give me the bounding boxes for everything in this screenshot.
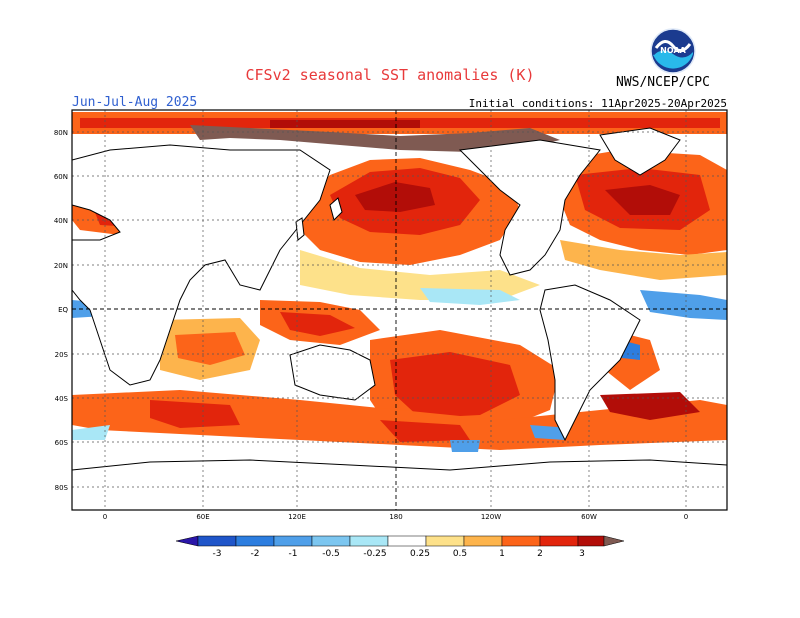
colorbar-label: -1 — [289, 549, 298, 559]
latitude-labels: 80N 60N 40N 20N EQ 20S 40S 60S 80S — [54, 129, 69, 492]
lon-label: 0 — [103, 513, 107, 521]
colorbar-swatch — [273, 535, 313, 547]
lat-label: EQ — [58, 306, 68, 314]
lon-label: 0 — [684, 513, 688, 521]
colorbar-low-arrow — [175, 535, 199, 547]
colorbar-label: 2 — [537, 549, 543, 559]
lat-label: 40N — [54, 217, 68, 225]
continent-outlines — [72, 127, 727, 510]
colorbar-label: -3 — [213, 549, 222, 559]
colorbar-labels: -3 -2 -1 -0.5 -0.25 0.25 0.5 1 2 3 — [213, 549, 585, 559]
colorbar-swatch — [387, 535, 427, 547]
colorbar-swatch — [197, 535, 237, 547]
graticule — [72, 110, 727, 510]
colorbar-swatch — [425, 535, 465, 547]
longitude-labels: 0 60E 120E 180 120W 60W 0 — [103, 513, 688, 521]
lat-label: 20S — [55, 351, 69, 359]
colorbar-swatch — [235, 535, 275, 547]
initial-conditions: Initial conditions: 11Apr2025-20Apr2025 — [468, 97, 727, 110]
forecast-period: Jun-Jul-Aug 2025 — [72, 95, 198, 110]
noaa-logo: NOAA — [650, 28, 696, 74]
colorbar-label: 0.25 — [410, 549, 430, 559]
lon-label: 60E — [196, 513, 209, 521]
colorbar-label: -0.5 — [322, 549, 340, 559]
lat-label: 60N — [54, 173, 68, 181]
lat-label: 40S — [55, 395, 69, 403]
lon-label: 60W — [581, 513, 597, 521]
colorbar-swatch — [463, 535, 503, 547]
colorbar-swatch — [501, 535, 541, 547]
lat-label: 20N — [54, 262, 68, 270]
lon-label: 120E — [288, 513, 306, 521]
colorbar-label: 3 — [579, 549, 585, 559]
colorbar-label: 0.5 — [453, 549, 467, 559]
colorbar-swatch — [577, 535, 605, 547]
map-frame — [71, 109, 728, 511]
colorbar-label: 1 — [499, 549, 505, 559]
colorbar-label: -0.25 — [363, 549, 386, 559]
colorbar-high-arrow — [603, 535, 625, 547]
map-title: CFSv2 seasonal SST anomalies (K) — [245, 66, 535, 84]
lat-label: 80S — [55, 484, 69, 492]
lat-label: 80N — [54, 129, 68, 137]
logo-text: NOAA — [660, 46, 686, 55]
anomaly-field — [72, 110, 727, 510]
colorbar-swatch — [311, 535, 351, 547]
colorbar-swatch — [349, 535, 389, 547]
lon-label: 180 — [389, 513, 402, 521]
agency-label: NWS/NCEP/CPC — [616, 75, 710, 90]
equator-dateline — [72, 110, 727, 510]
colorbar — [175, 535, 625, 547]
colorbar-label: -2 — [251, 549, 260, 559]
noaa-logo-icon — [650, 28, 696, 74]
colorbar-swatch — [539, 535, 579, 547]
lon-label: 120W — [481, 513, 501, 521]
lat-label: 60S — [55, 439, 69, 447]
